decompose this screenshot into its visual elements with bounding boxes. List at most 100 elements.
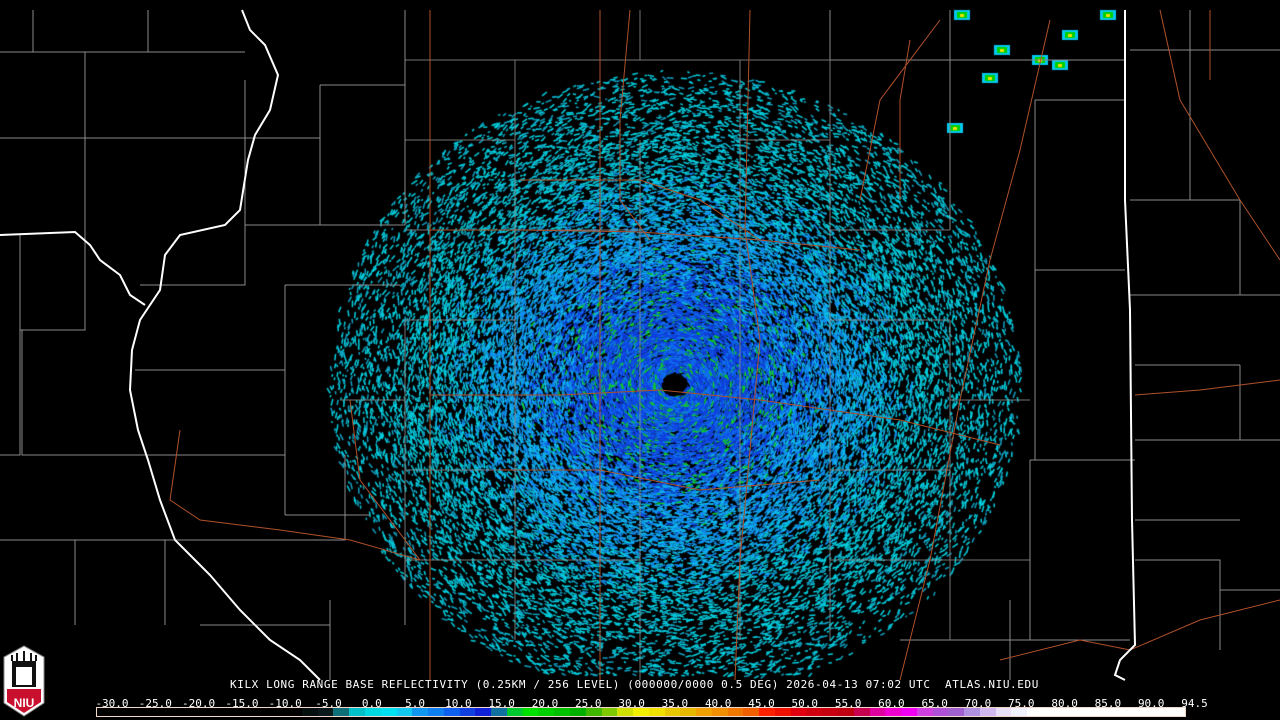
colorbar-swatch bbox=[554, 708, 570, 716]
colorbar-swatch bbox=[365, 708, 381, 716]
colorbar-swatch bbox=[475, 708, 492, 716]
colorbar-label: 5.0 bbox=[405, 697, 426, 710]
colorbar-swatch bbox=[1090, 708, 1106, 716]
colorbar-label: -15.0 bbox=[225, 697, 259, 710]
colorbar-swatch bbox=[538, 708, 555, 716]
colorbar-label: -25.0 bbox=[138, 697, 172, 710]
colorbar-swatch bbox=[207, 708, 224, 716]
logo-text: NIU bbox=[14, 696, 35, 710]
colorbar-swatch bbox=[238, 708, 255, 716]
colorbar-swatch bbox=[837, 708, 854, 716]
colorbar-swatch bbox=[144, 708, 161, 716]
colorbar-swatch bbox=[964, 708, 980, 716]
colorbar-swatch bbox=[443, 708, 460, 716]
colorbar-label: 60.0 bbox=[878, 697, 905, 710]
colorbar-label: -20.0 bbox=[182, 697, 216, 710]
colorbar-label: 0.0 bbox=[361, 697, 382, 710]
colorbar-swatch bbox=[995, 708, 1012, 716]
colorbar-swatch bbox=[1137, 708, 1154, 716]
colorbar-label: 75.0 bbox=[1008, 697, 1035, 710]
colorbar-label: 85.0 bbox=[1094, 697, 1122, 710]
colorbar-swatch bbox=[569, 708, 586, 716]
colorbar-swatch bbox=[711, 708, 728, 716]
colorbar-swatch bbox=[128, 708, 145, 716]
colorbar-label: 70.0 bbox=[964, 697, 992, 710]
colorbar-swatch bbox=[223, 708, 239, 716]
colorbar-swatch bbox=[380, 708, 397, 716]
colorbar-label: 94.5 bbox=[1181, 697, 1208, 710]
colorbar-swatch bbox=[696, 708, 712, 716]
colorbar-swatch bbox=[853, 708, 870, 716]
colorbar-swatch bbox=[1027, 708, 1043, 716]
highways bbox=[169, 9, 1280, 681]
colorbar-swatch bbox=[979, 708, 996, 716]
colorbar-label: 90.0 bbox=[1137, 697, 1165, 710]
colorbar-swatch bbox=[585, 708, 602, 716]
colorbar-swatch bbox=[948, 708, 965, 716]
colorbar-swatch bbox=[160, 708, 176, 716]
colorbar-swatch bbox=[301, 708, 318, 716]
colorbar-label: -5.0 bbox=[315, 697, 342, 710]
colorbar-swatch bbox=[1169, 708, 1185, 716]
colorbar-label: -10.0 bbox=[268, 697, 302, 710]
colorbar-swatch bbox=[428, 708, 444, 716]
colorbar-swatch bbox=[774, 708, 791, 716]
colorbar-swatch bbox=[806, 708, 823, 716]
colorbar-swatch bbox=[601, 708, 618, 716]
colorbar-swatch bbox=[1121, 708, 1138, 716]
colorbar-swatch bbox=[459, 708, 476, 716]
colorbar-swatch bbox=[885, 708, 902, 716]
colorbar-label: 20.0 bbox=[531, 697, 559, 710]
colorbar-swatch bbox=[633, 708, 649, 716]
colorbar-swatch bbox=[901, 708, 917, 716]
colorbar-swatch bbox=[270, 708, 287, 716]
colorbar-swatch bbox=[822, 708, 838, 716]
colorbar-label: 65.0 bbox=[921, 697, 948, 710]
colorbar-swatch bbox=[333, 708, 350, 716]
colorbar-swatch bbox=[491, 708, 507, 716]
colorbar-label: 35.0 bbox=[661, 697, 689, 710]
colorbar-label: 45.0 bbox=[748, 697, 775, 710]
colorbar-swatch bbox=[191, 708, 208, 716]
colorbar-swatch bbox=[743, 708, 760, 716]
colorbar-swatch bbox=[286, 708, 302, 716]
colorbar-swatch bbox=[759, 708, 775, 716]
colorbar bbox=[96, 707, 1186, 717]
colorbar-swatch bbox=[1058, 708, 1075, 716]
colorbar-labels: -30.0 -25.0 -20.0 -15.0 -10.0 -5.0 0.0 5.0 10.0 1… bbox=[95, 697, 1207, 710]
colorbar-label: 40.0 bbox=[704, 697, 732, 710]
colorbar-swatch bbox=[506, 708, 523, 716]
niu-logo: NIU bbox=[3, 645, 45, 717]
colorbar-swatch bbox=[932, 708, 949, 716]
colorbar-label: 30.0 bbox=[618, 697, 645, 710]
colorbar-swatch bbox=[97, 708, 113, 716]
state-borders bbox=[0, 9, 1137, 681]
colorbar-label: 80.0 bbox=[1051, 697, 1078, 710]
colorbar-swatch bbox=[396, 708, 413, 716]
colorbar-swatch bbox=[1011, 708, 1028, 716]
colorbar-swatch bbox=[1074, 708, 1091, 716]
colorbar-swatch bbox=[349, 708, 366, 716]
colorbar-swatch bbox=[727, 708, 744, 716]
colorbar-swatch bbox=[916, 708, 933, 716]
colorbar-swatch bbox=[522, 708, 539, 716]
product-title: KILX LONG RANGE BASE REFLECTIVITY (0.25K… bbox=[230, 678, 1039, 691]
colorbar-label: 55.0 bbox=[834, 697, 862, 710]
colorbar-swatch bbox=[112, 708, 129, 716]
colorbar-label: 10.0 bbox=[445, 697, 472, 710]
colorbar-swatch bbox=[254, 708, 271, 716]
colorbar-label: 25.0 bbox=[575, 697, 602, 710]
county-borders bbox=[0, 10, 1280, 680]
colorbar-swatch bbox=[664, 708, 681, 716]
colorbar-swatch bbox=[317, 708, 334, 716]
colorbar-swatch bbox=[1153, 708, 1170, 716]
colorbar-swatch bbox=[869, 708, 886, 716]
colorbar-swatch bbox=[1106, 708, 1122, 716]
colorbar-swatch bbox=[175, 708, 192, 716]
colorbar-label: -30.0 bbox=[95, 697, 129, 710]
colorbar-label: 15.0 bbox=[488, 697, 515, 710]
colorbar-swatch bbox=[412, 708, 429, 716]
colorbar-swatch bbox=[790, 708, 807, 716]
